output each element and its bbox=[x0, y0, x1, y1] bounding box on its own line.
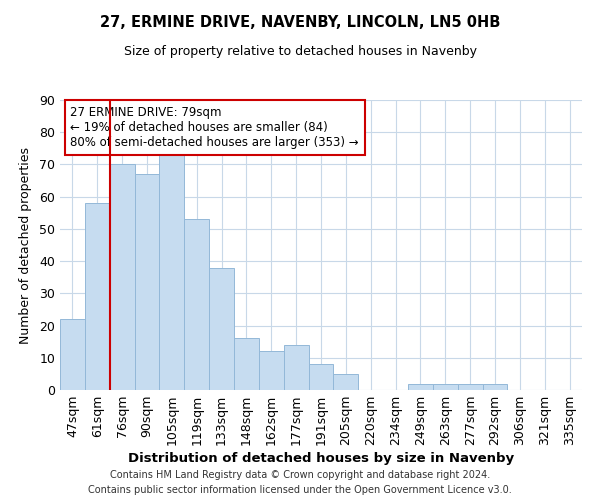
Bar bbox=[408, 384, 433, 390]
Bar bbox=[184, 219, 209, 390]
Bar bbox=[85, 203, 110, 390]
Text: Contains public sector information licensed under the Open Government Licence v3: Contains public sector information licen… bbox=[88, 485, 512, 495]
Bar bbox=[209, 268, 234, 390]
Bar bbox=[234, 338, 259, 390]
Text: 27, ERMINE DRIVE, NAVENBY, LINCOLN, LN5 0HB: 27, ERMINE DRIVE, NAVENBY, LINCOLN, LN5 … bbox=[100, 15, 500, 30]
Bar bbox=[284, 345, 308, 390]
Bar bbox=[334, 374, 358, 390]
Bar bbox=[259, 352, 284, 390]
Text: Size of property relative to detached houses in Navenby: Size of property relative to detached ho… bbox=[124, 45, 476, 58]
Bar bbox=[308, 364, 334, 390]
Bar bbox=[110, 164, 134, 390]
Bar bbox=[433, 384, 458, 390]
Bar bbox=[458, 384, 482, 390]
Y-axis label: Number of detached properties: Number of detached properties bbox=[19, 146, 32, 344]
Bar bbox=[134, 174, 160, 390]
Text: 27 ERMINE DRIVE: 79sqm
← 19% of detached houses are smaller (84)
80% of semi-det: 27 ERMINE DRIVE: 79sqm ← 19% of detached… bbox=[70, 106, 359, 149]
Bar bbox=[160, 148, 184, 390]
Bar bbox=[60, 319, 85, 390]
X-axis label: Distribution of detached houses by size in Navenby: Distribution of detached houses by size … bbox=[128, 452, 514, 466]
Text: Contains HM Land Registry data © Crown copyright and database right 2024.: Contains HM Land Registry data © Crown c… bbox=[110, 470, 490, 480]
Bar bbox=[482, 384, 508, 390]
